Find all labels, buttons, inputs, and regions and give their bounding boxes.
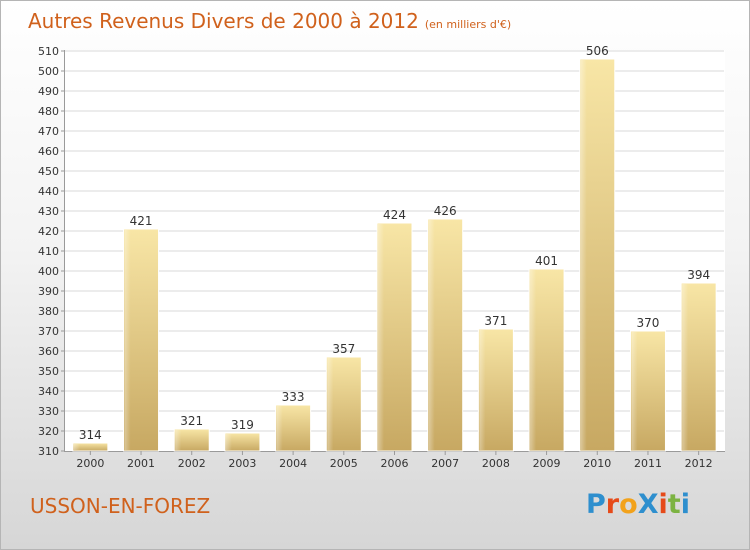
data-label: 370	[637, 316, 660, 330]
y-tick-label: 490	[38, 85, 59, 98]
bar-highlight	[631, 332, 638, 450]
y-tick-label: 470	[38, 125, 59, 138]
x-tick-label: 2006	[381, 457, 409, 470]
bar-highlight	[682, 284, 689, 450]
bar-highlight	[175, 430, 182, 450]
y-tick-label: 400	[38, 265, 59, 278]
data-label: 421	[130, 214, 153, 228]
y-tick-label: 480	[38, 105, 59, 118]
y-tick-label: 410	[38, 245, 59, 258]
y-tick-label: 510	[38, 45, 59, 58]
data-labels: 314 421 321 319 333 357 424 426 371 401 506 370 394	[79, 44, 710, 442]
y-axis-ticks: 310 320 330 340 350 360 370 380 390 400 410 420 430 4…	[38, 45, 65, 458]
y-tick-label: 330	[38, 405, 59, 418]
y-tick-label: 370	[38, 325, 59, 338]
logo-letter: o	[619, 489, 638, 520]
y-tick-label: 320	[38, 425, 59, 438]
x-tick-label: 2012	[685, 457, 713, 470]
x-tick-label: 2004	[279, 457, 307, 470]
bar-highlight	[530, 270, 537, 450]
bar-highlight	[124, 230, 131, 450]
data-label: 371	[484, 314, 507, 328]
y-tick-label: 360	[38, 345, 59, 358]
x-tick-label: 2009	[533, 457, 561, 470]
chart-title: Autres Revenus Divers de 2000 à 2012 (en …	[28, 9, 511, 33]
x-tick-label: 2011	[634, 457, 662, 470]
y-tick-label: 420	[38, 225, 59, 238]
x-tick-label: 2008	[482, 457, 510, 470]
x-tick-label: 2002	[178, 457, 206, 470]
bar-highlight	[73, 444, 80, 450]
logo-letter: r	[605, 489, 620, 520]
x-tick-label: 2000	[76, 457, 104, 470]
bar-highlight	[479, 330, 486, 450]
x-tick-label: 2001	[127, 457, 155, 470]
data-label: 401	[535, 254, 558, 268]
data-label: 357	[332, 342, 355, 356]
x-tick-label: 2007	[431, 457, 459, 470]
chart-subtitle: (en milliers d'€)	[424, 18, 512, 31]
bar-highlight	[225, 434, 232, 450]
y-tick-label: 460	[38, 145, 59, 158]
bar-highlight	[276, 406, 283, 450]
logo-letter: i	[680, 489, 690, 520]
logo-letter: P	[586, 489, 606, 520]
bars	[72, 58, 717, 452]
y-tick-label: 500	[38, 65, 59, 78]
data-label: 314	[79, 428, 102, 442]
logo-letter: i	[658, 489, 668, 520]
y-tick-label: 440	[38, 185, 59, 198]
y-tick-label: 430	[38, 205, 59, 218]
x-axis-ticks: 2000 2001 2002 2003 2004 2005 2006 2007 2008 2009…	[76, 451, 713, 470]
logo-letter: X	[637, 489, 659, 520]
x-tick-label: 2003	[228, 457, 256, 470]
y-tick-label: 350	[38, 365, 59, 378]
proxiti-logo: ProXiti	[586, 489, 690, 520]
y-tick-label: 340	[38, 385, 59, 398]
data-label: 426	[434, 204, 457, 218]
bar-highlight	[428, 220, 435, 450]
data-label: 333	[282, 390, 305, 404]
y-tick-label: 390	[38, 285, 59, 298]
data-label: 394	[687, 268, 710, 282]
data-label: 319	[231, 418, 254, 432]
bar-highlight	[327, 358, 334, 450]
x-tick-label: 2010	[583, 457, 611, 470]
y-tick-label: 450	[38, 165, 59, 178]
bar-highlight	[378, 224, 384, 450]
logo-letter: t	[667, 489, 681, 520]
y-tick-label: 310	[38, 445, 59, 458]
y-tick-label: 380	[38, 305, 59, 318]
data-label: 506	[586, 44, 609, 58]
bar-highlight	[580, 60, 587, 450]
city-name: USSON-EN-FOREZ	[30, 494, 211, 518]
data-label: 424	[383, 208, 406, 222]
chart-title-text: Autres Revenus Divers de 2000 à 2012	[28, 9, 419, 33]
data-label: 321	[180, 414, 203, 428]
x-tick-label: 2005	[330, 457, 358, 470]
